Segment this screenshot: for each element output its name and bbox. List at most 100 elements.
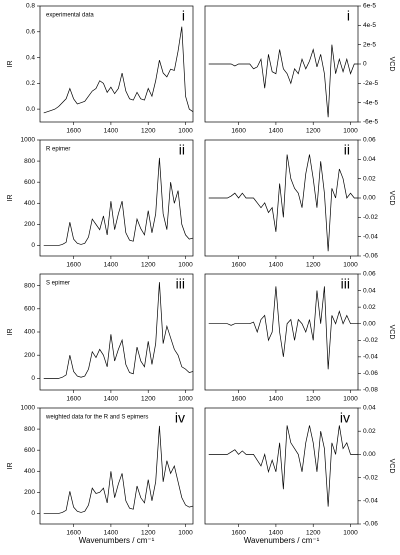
y-tick-label: 1000 <box>21 405 36 412</box>
y-tick-label: -0.02 <box>363 474 378 481</box>
y-tick-label: -0.06 <box>363 253 378 260</box>
y-axis-label: IR <box>7 463 14 470</box>
plot-frame <box>204 273 359 391</box>
panel-label: iv <box>175 410 185 426</box>
y-axis-label: VCD <box>388 325 395 340</box>
x-tick-label: 1600 <box>66 530 81 537</box>
y-tick-label: 600 <box>24 179 35 186</box>
annotation: S epimer <box>46 281 70 287</box>
spectrum-line <box>43 26 194 114</box>
y-tick-label: 600 <box>24 306 35 313</box>
y-tick-label: 0 <box>31 242 35 249</box>
spectrum-line <box>208 286 358 370</box>
y-tick-label: -0.08 <box>363 387 378 394</box>
y-axis-label: VCD <box>388 459 395 474</box>
y-tick-label: 0.02 <box>363 304 376 311</box>
y-tick-label: 0.8 <box>26 3 35 10</box>
x-tick-label: 1200 <box>141 396 156 403</box>
y-tick-label: 400 <box>24 468 35 475</box>
x-tick-label: 1200 <box>141 262 156 269</box>
y-axis-label: VCD <box>388 57 395 72</box>
x-tick-label: 1600 <box>66 128 81 135</box>
y-tick-label: 800 <box>24 158 35 165</box>
annotation: R epimer <box>46 147 70 153</box>
y-axis-label: IR <box>7 195 14 202</box>
x-tick-label: 1400 <box>104 262 119 269</box>
y-tick-label: -2e-5 <box>363 80 379 87</box>
y-tick-label: 0.04 <box>363 156 376 163</box>
x-tick-label: 1400 <box>104 530 119 537</box>
y-tick-label: 0.06 <box>363 271 376 278</box>
y-tick-label: 0 <box>31 510 35 517</box>
y-tick-label: 0.0 <box>26 106 35 113</box>
x-tick-label: 1600 <box>231 530 246 537</box>
x-tick-label: 1600 <box>66 262 81 269</box>
y-tick-label: 400 <box>24 200 35 207</box>
y-tick-label: 0.6 <box>26 28 35 35</box>
y-tick-label: 200 <box>24 352 35 359</box>
y-tick-label: 0.04 <box>363 287 376 294</box>
spectrum-line <box>208 44 358 118</box>
x-tick-label: 1400 <box>269 128 284 135</box>
spectrum-line <box>208 154 358 252</box>
x-tick-label: 1000 <box>178 396 193 403</box>
plot-frame <box>39 5 194 123</box>
annotation: weighted data for the R and S epimers <box>45 415 148 421</box>
panel-label: i <box>347 8 350 24</box>
y-tick-label: -4e-5 <box>363 99 379 106</box>
panel-label: iii <box>341 276 350 292</box>
y-tick-label: 1000 <box>21 137 36 144</box>
y-tick-label: 0.02 <box>363 175 376 182</box>
plot-frame <box>39 273 194 391</box>
y-tick-label: 200 <box>24 489 35 496</box>
y-tick-label: -0.06 <box>363 370 378 377</box>
x-axis-label: Wavenumbers / cm⁻¹ <box>79 536 155 545</box>
x-tick-label: 1000 <box>343 128 358 135</box>
y-tick-label: 600 <box>24 447 35 454</box>
panel-label: ii <box>344 142 350 158</box>
x-tick-label: 1400 <box>269 396 284 403</box>
y-tick-label: 0 <box>363 61 367 68</box>
plot-frame <box>39 139 194 257</box>
x-tick-label: 1400 <box>269 262 284 269</box>
x-tick-label: 1200 <box>306 396 321 403</box>
spectrum-line <box>43 157 194 246</box>
y-tick-label: -0.04 <box>363 498 378 505</box>
y-tick-label: -0.04 <box>363 354 378 361</box>
y-tick-label: 800 <box>24 282 35 289</box>
y-tick-label: 0.00 <box>363 451 376 458</box>
x-tick-label: 1000 <box>178 262 193 269</box>
y-tick-label: 400 <box>24 329 35 336</box>
x-tick-label: 1200 <box>141 128 156 135</box>
panel-label: ii <box>179 142 185 158</box>
spectrum-line <box>208 425 358 507</box>
y-axis-label: IR <box>7 329 14 336</box>
x-tick-label: 1400 <box>104 396 119 403</box>
y-axis-label: IR <box>7 61 14 68</box>
y-tick-label: -6e-5 <box>363 119 379 126</box>
y-tick-label: 2e-5 <box>363 41 376 48</box>
y-tick-label: 4e-5 <box>363 22 376 29</box>
y-tick-label: 0.4 <box>26 54 35 61</box>
x-tick-label: 1000 <box>178 128 193 135</box>
y-tick-label: -0.04 <box>363 233 378 240</box>
x-tick-label: 1600 <box>231 128 246 135</box>
plot-frame <box>204 407 359 525</box>
x-tick-label: 1000 <box>343 396 358 403</box>
panel-label: iv <box>340 410 350 426</box>
y-tick-label: 0.2 <box>26 80 35 87</box>
y-tick-label: 800 <box>24 426 35 433</box>
plot-frame <box>39 407 194 525</box>
y-axis-label: VCD <box>388 191 395 206</box>
x-tick-label: 1600 <box>66 396 81 403</box>
x-axis-label: Wavenumbers / cm⁻¹ <box>244 536 320 545</box>
y-tick-label: 0.00 <box>363 195 376 202</box>
y-tick-label: 0.06 <box>363 137 376 144</box>
y-tick-label: -0.02 <box>363 214 378 221</box>
x-tick-label: 1200 <box>306 262 321 269</box>
x-tick-label: 1200 <box>306 530 321 537</box>
x-tick-label: 1600 <box>231 262 246 269</box>
x-tick-label: 1400 <box>269 530 284 537</box>
